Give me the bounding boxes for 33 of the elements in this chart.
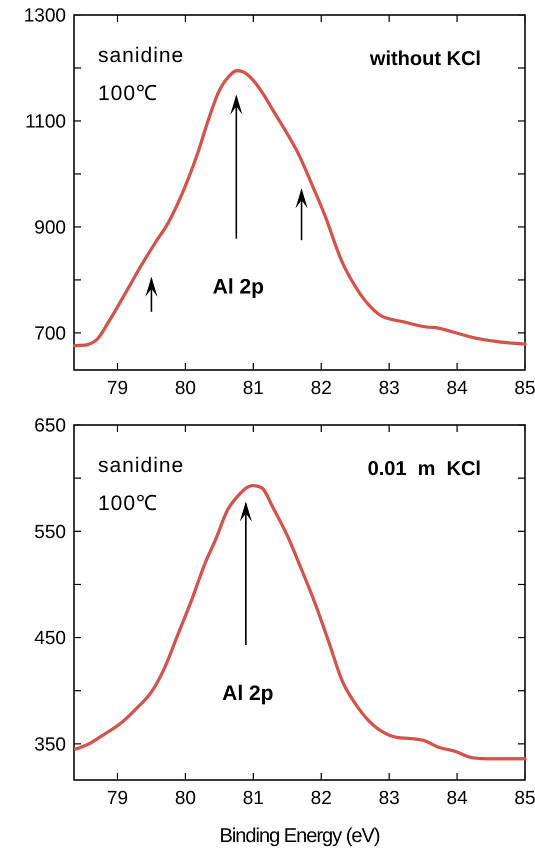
x-tick-label: 81 bbox=[242, 378, 264, 399]
x-tick-label: 85 bbox=[514, 378, 535, 399]
annotation: Al 2p bbox=[222, 682, 274, 706]
x-tick-label: 84 bbox=[446, 788, 468, 809]
y-tick-label: 700 bbox=[34, 324, 66, 345]
y-tick-label: 350 bbox=[34, 734, 66, 756]
y-tick-label: 1300 bbox=[24, 6, 66, 27]
x-axis-title: Binding Energy (eV) bbox=[220, 825, 380, 847]
x-tick-label: 79 bbox=[106, 378, 128, 399]
x-tick-label: 83 bbox=[378, 378, 400, 399]
x-tick-label: 82 bbox=[310, 378, 332, 399]
x-tick-label: 82 bbox=[310, 788, 332, 809]
x-tick-label: 84 bbox=[446, 378, 468, 399]
x-tick-label: 80 bbox=[174, 378, 196, 399]
annotation: 0.01 m KCl bbox=[368, 458, 481, 480]
x-tick-label: 79 bbox=[106, 788, 128, 809]
annotation: Al 2p bbox=[212, 276, 264, 299]
annotation: sanidine bbox=[98, 44, 184, 67]
y-tick-label: 650 bbox=[34, 416, 66, 437]
line-series bbox=[74, 484, 527, 760]
y-tick-label: 550 bbox=[34, 522, 66, 543]
annotation: sanidine bbox=[98, 454, 184, 477]
x-tick-label: 83 bbox=[378, 788, 400, 809]
annotation: without KCl bbox=[368, 48, 481, 70]
x-tick-label: 81 bbox=[242, 788, 264, 809]
x-tick-label: 80 bbox=[174, 788, 196, 809]
y-tick-label: 900 bbox=[34, 218, 66, 239]
y-tick-label: 450 bbox=[34, 628, 66, 650]
x-tick-label: 85 bbox=[514, 788, 535, 809]
annotation: 100℃ bbox=[98, 492, 158, 515]
y-tick-label: 1100 bbox=[25, 112, 66, 133]
annotation: 100℃ bbox=[98, 82, 158, 105]
line-series bbox=[73, 69, 527, 348]
